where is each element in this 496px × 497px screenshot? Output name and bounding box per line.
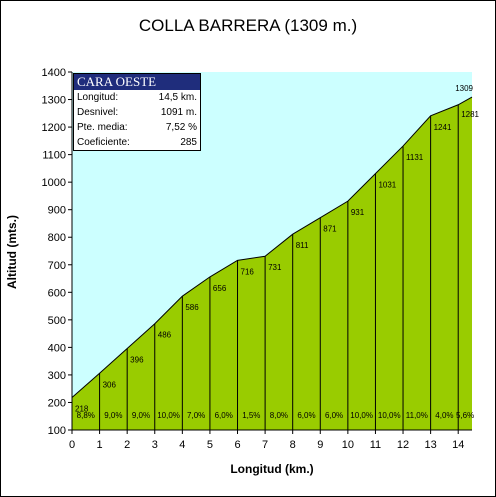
altitude-label: 306 bbox=[103, 380, 117, 389]
altitude-label: 218 bbox=[75, 405, 89, 414]
gradient-label: 6,0% bbox=[297, 411, 315, 420]
gradient-label: 11,0% bbox=[406, 411, 428, 420]
x-tick-label: 5 bbox=[207, 439, 213, 451]
y-tick-label: 600 bbox=[48, 287, 66, 299]
x-tick-label: 6 bbox=[234, 439, 240, 451]
info-label: Coeficiente: bbox=[77, 137, 130, 148]
chart-title: COLLA BARRERA (1309 m.) bbox=[138, 16, 358, 35]
y-tick-label: 300 bbox=[48, 370, 66, 382]
x-tick-label: 8 bbox=[290, 439, 296, 451]
y-tick-label: 200 bbox=[48, 397, 66, 409]
gradient-label: 8,8% bbox=[77, 411, 95, 420]
y-axis-label: Altitud (mts.) bbox=[5, 215, 19, 289]
gradient-label: 10,0% bbox=[157, 411, 180, 420]
x-tick-label: 14 bbox=[452, 439, 464, 451]
x-tick-label: 10 bbox=[342, 439, 354, 451]
info-row-desnivel: Desnivel: 1091 m. bbox=[74, 105, 200, 120]
x-tick-label: 2 bbox=[124, 439, 130, 451]
altitude-label: 871 bbox=[323, 225, 337, 234]
y-tick-label: 1400 bbox=[42, 67, 66, 79]
y-tick-label: 800 bbox=[48, 232, 66, 244]
altitude-label: 486 bbox=[158, 331, 172, 340]
info-value: 7,52 % bbox=[165, 122, 197, 133]
x-axis-label: Longitud (km.) bbox=[230, 462, 314, 476]
x-tick-label: 0 bbox=[69, 439, 75, 451]
x-tick-label: 1 bbox=[97, 439, 103, 451]
altitude-label: 731 bbox=[268, 263, 282, 272]
info-row-pendiente: Pte. media: 7,52 % bbox=[74, 120, 200, 135]
info-label: Longitud: bbox=[77, 92, 119, 103]
y-tick-label: 900 bbox=[48, 205, 66, 217]
altitude-label: 716 bbox=[241, 267, 255, 276]
altitude-label: 1131 bbox=[406, 153, 424, 162]
gradient-label: 5,6% bbox=[456, 411, 474, 420]
elevation-line bbox=[71, 96, 473, 398]
altitude-label: 1031 bbox=[378, 181, 396, 190]
gradient-label: 4,0% bbox=[435, 411, 453, 420]
altitude-label: 811 bbox=[296, 241, 309, 250]
y-tick-label: 1100 bbox=[42, 150, 66, 162]
gradient-label: 7,0% bbox=[187, 411, 205, 420]
info-value: 1091 m. bbox=[160, 107, 197, 118]
y-tick-label: 400 bbox=[48, 342, 66, 354]
info-value: 14,5 km. bbox=[158, 92, 197, 103]
gradient-label: 1,5% bbox=[242, 411, 260, 420]
y-tick-label: 700 bbox=[48, 260, 66, 272]
altitude-label: 1281 bbox=[461, 110, 479, 119]
altitude-label: 1309 bbox=[455, 84, 473, 93]
altitude-label: 931 bbox=[351, 208, 365, 217]
y-tick-label: 500 bbox=[48, 315, 66, 327]
info-row-coeficiente: Coeficiente: 285 bbox=[74, 135, 200, 150]
altitude-label: 1241 bbox=[434, 123, 452, 132]
elevation-area bbox=[72, 97, 472, 430]
y-tick-label: 1000 bbox=[42, 177, 66, 189]
gradient-label: 8,0% bbox=[270, 411, 288, 420]
route-info-box: CARA OESTE Longitud: 14,5 km. Desnivel: … bbox=[73, 73, 201, 151]
gradient-label: 10,0% bbox=[378, 411, 401, 420]
x-tick-label: 12 bbox=[397, 439, 409, 451]
x-tick-label: 3 bbox=[152, 439, 158, 451]
y-tick-label: 1200 bbox=[42, 122, 66, 134]
gradient-label: 9,0% bbox=[104, 411, 122, 420]
gradient-label: 6,0% bbox=[215, 411, 233, 420]
x-tick-label: 9 bbox=[317, 439, 323, 451]
x-tick-label: 11 bbox=[370, 439, 381, 451]
info-row-longitud: Longitud: 14,5 km. bbox=[74, 90, 200, 105]
info-value: 285 bbox=[180, 137, 197, 148]
gradient-label: 6,0% bbox=[325, 411, 343, 420]
altitude-label: 586 bbox=[185, 303, 199, 312]
altitude-label: 396 bbox=[130, 355, 144, 364]
x-tick-label: 4 bbox=[179, 439, 185, 451]
y-tick-label: 100 bbox=[48, 425, 66, 437]
x-tick-label: 13 bbox=[424, 439, 436, 451]
gradient-label: 10,0% bbox=[350, 411, 373, 420]
gradient-label: 9,0% bbox=[132, 411, 150, 420]
y-tick-label: 1300 bbox=[42, 95, 66, 107]
info-box-header: CARA OESTE bbox=[74, 74, 200, 90]
x-tick-label: 7 bbox=[262, 439, 268, 451]
altitude-label: 656 bbox=[213, 284, 227, 293]
info-label: Pte. media: bbox=[77, 122, 128, 133]
info-label: Desnivel: bbox=[77, 107, 119, 118]
